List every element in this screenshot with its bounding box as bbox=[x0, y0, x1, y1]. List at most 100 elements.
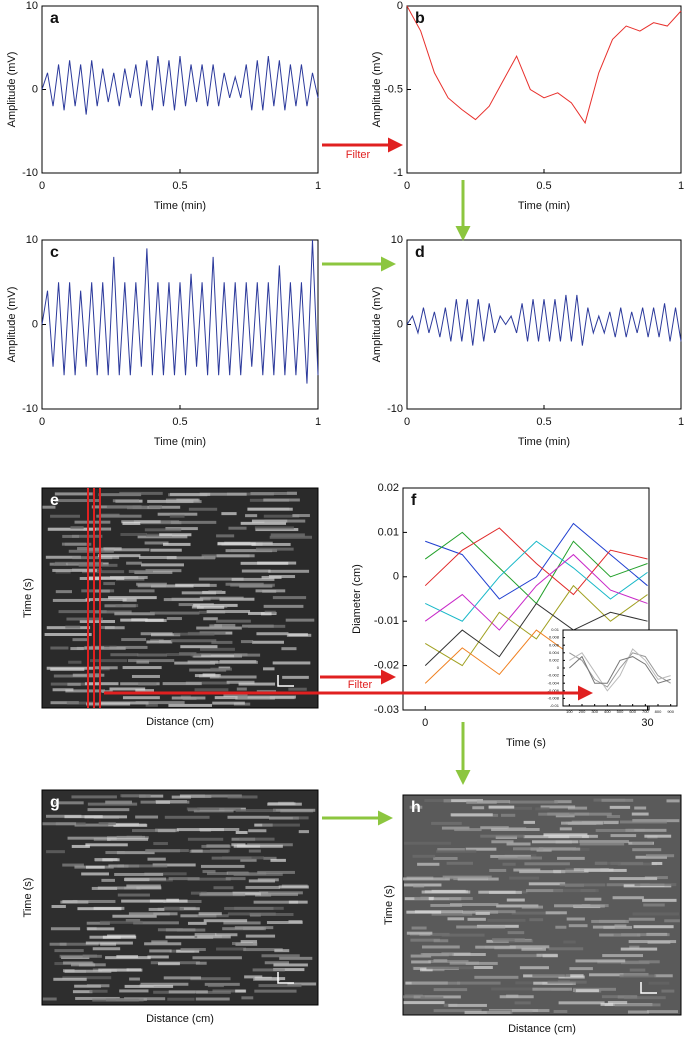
texture-streak bbox=[122, 666, 162, 670]
texture-streak bbox=[195, 997, 230, 1001]
texture-streak bbox=[45, 555, 81, 559]
texture-streak bbox=[52, 568, 98, 572]
panel-label: e bbox=[50, 492, 59, 509]
texture-streak bbox=[236, 687, 247, 691]
texture-streak bbox=[261, 575, 282, 579]
texture-streak bbox=[105, 956, 151, 960]
texture-streak bbox=[196, 626, 242, 630]
texture-streak bbox=[282, 675, 309, 679]
texture-streak bbox=[612, 896, 644, 900]
texture-streak bbox=[633, 925, 674, 929]
x-axis-label: Time (s) bbox=[506, 737, 546, 749]
texture-streak bbox=[475, 945, 516, 949]
texture-streak bbox=[119, 989, 149, 993]
texture-streak bbox=[209, 849, 230, 853]
texture-streak bbox=[610, 834, 637, 838]
texture-streak bbox=[137, 653, 167, 657]
texture-streak bbox=[166, 617, 182, 621]
texture-streak bbox=[521, 905, 544, 909]
texture-streak bbox=[176, 928, 206, 932]
y-axis-label: Amplitude (mV) bbox=[371, 52, 383, 128]
x-axis-label: Time (min) bbox=[154, 200, 206, 212]
y-tick-label: 0 bbox=[397, 318, 403, 330]
texture-streak bbox=[420, 952, 454, 956]
texture-streak bbox=[189, 849, 229, 853]
texture-streak bbox=[166, 556, 215, 560]
texture-streak bbox=[157, 829, 176, 833]
texture-streak bbox=[403, 877, 450, 881]
line-series bbox=[424, 584, 648, 667]
texture-streak bbox=[138, 555, 177, 559]
x-tick-label: 0 bbox=[422, 717, 428, 729]
texture-streak bbox=[200, 647, 235, 651]
texture-streak bbox=[285, 618, 315, 622]
texture-streak bbox=[554, 904, 591, 908]
texture-streak bbox=[624, 996, 666, 1000]
texture-streak bbox=[273, 963, 308, 967]
panel-label: b bbox=[415, 10, 425, 27]
texture-streak bbox=[565, 868, 581, 872]
y-tick-label: -0.03 bbox=[374, 704, 399, 716]
y-axis-label: Diameter (cm) bbox=[351, 564, 363, 634]
texture-streak bbox=[433, 939, 449, 943]
texture-streak bbox=[263, 514, 300, 518]
texture-streak bbox=[157, 907, 184, 911]
texture-streak bbox=[116, 851, 155, 855]
line-series bbox=[424, 553, 648, 631]
texture-streak bbox=[85, 941, 133, 945]
texture-streak bbox=[140, 982, 189, 986]
texture-streak bbox=[263, 604, 304, 608]
texture-streak bbox=[545, 911, 567, 915]
texture-streak bbox=[144, 849, 181, 853]
texture-streak bbox=[233, 844, 283, 848]
texture-streak bbox=[88, 547, 115, 551]
texture-streak bbox=[196, 990, 231, 994]
texture-streak bbox=[55, 590, 72, 594]
texture-streak bbox=[150, 611, 200, 615]
texture-streak bbox=[249, 912, 294, 916]
texture-streak bbox=[104, 548, 150, 552]
texture-streak bbox=[180, 948, 206, 952]
texture-streak bbox=[159, 533, 192, 537]
texture-streak bbox=[112, 914, 157, 918]
texture-streak bbox=[120, 794, 151, 798]
texture-streak bbox=[548, 835, 589, 839]
texture-streak bbox=[149, 949, 172, 953]
texture-streak bbox=[104, 604, 123, 608]
texture-streak bbox=[226, 492, 274, 496]
texture-streak bbox=[403, 841, 452, 845]
texture-streak bbox=[580, 889, 596, 893]
texture-streak bbox=[240, 561, 289, 565]
texture-streak bbox=[53, 801, 84, 805]
texture-streak bbox=[147, 955, 169, 959]
texture-streak bbox=[288, 687, 307, 691]
texture-streak bbox=[240, 521, 287, 525]
texture-streak bbox=[454, 828, 482, 832]
texture-streak bbox=[403, 1001, 445, 1005]
line-series bbox=[568, 655, 671, 684]
texture-streak bbox=[258, 984, 302, 988]
texture-streak bbox=[165, 527, 198, 531]
texture-streak bbox=[45, 814, 82, 818]
texture-streak bbox=[87, 808, 130, 812]
texture-streak bbox=[664, 919, 680, 923]
texture-streak bbox=[532, 973, 571, 977]
texture-streak bbox=[197, 935, 231, 939]
texture-streak bbox=[47, 527, 97, 531]
texture-streak bbox=[66, 701, 96, 705]
texture-streak bbox=[213, 886, 234, 890]
texture-streak bbox=[215, 933, 238, 937]
texture-streak bbox=[98, 822, 116, 826]
x-tick-label: 1 bbox=[678, 416, 684, 428]
texture-streak bbox=[497, 954, 542, 958]
texture-streak bbox=[258, 891, 303, 895]
texture-streak bbox=[168, 877, 200, 881]
texture-streak bbox=[105, 851, 125, 855]
annotation: Filter bbox=[346, 149, 371, 161]
texture-streak bbox=[62, 969, 75, 973]
texture-streak bbox=[475, 912, 490, 916]
texture-streak bbox=[106, 505, 148, 509]
texture-streak bbox=[446, 861, 473, 865]
texture-streak bbox=[574, 904, 605, 908]
